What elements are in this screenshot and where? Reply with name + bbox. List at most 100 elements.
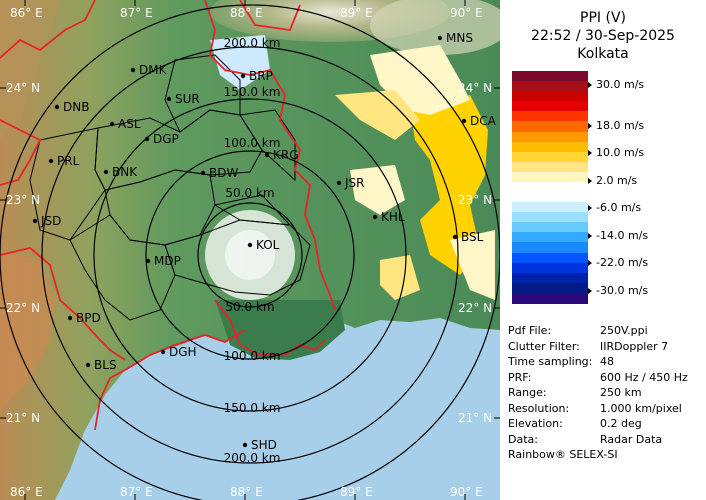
station-marker [32, 218, 38, 224]
scale-swatch [512, 71, 588, 82]
station-jsd: JSD [32, 214, 61, 228]
lon-label-bottom: 89° E [340, 485, 373, 499]
station-marker [264, 152, 270, 158]
scale-tick-marker [588, 178, 592, 184]
info-value-clutter-filter: IIRDoppler 7 [600, 339, 669, 353]
lat-label-left: 21° N [6, 411, 40, 425]
scale-swatch [512, 141, 588, 153]
station-marker [242, 442, 248, 448]
station-marker [67, 315, 73, 321]
station-dgh: DGH [160, 345, 197, 359]
state-borders [0, 0, 336, 431]
info-value-pdf-file: 250V.ppi [600, 324, 648, 337]
scale-swatch [512, 252, 588, 264]
range-label-south: 150.0 km [224, 401, 281, 415]
station-marker [200, 170, 206, 176]
sundarbans [215, 300, 345, 360]
station-marker [109, 121, 115, 127]
lon-label-bottom: 88° E [230, 485, 263, 499]
scale-swatch [512, 91, 588, 102]
station-marker [372, 214, 378, 220]
station-label: KHL [381, 210, 405, 224]
scale-label: -30.0 m/s [596, 284, 649, 297]
station-marker [452, 234, 458, 240]
range-label-south: 50.0 km [225, 300, 274, 314]
station-label: BPD [76, 311, 101, 325]
scale-tick-marker [588, 288, 592, 294]
station-dca: DCA [461, 114, 497, 128]
scale-swatch [512, 282, 588, 294]
info-key-pdf-file: Pdf File: [508, 324, 552, 337]
timestamp: 22:52 / 30-Sep-2025 [531, 28, 675, 44]
station-label: BNK [112, 165, 138, 179]
scale-label: -22.0 m/s [596, 256, 649, 269]
scale-swatch [512, 202, 588, 213]
station-krg: KRG [264, 148, 299, 162]
info-key-clutter-filter: Clutter Filter: [508, 339, 580, 353]
station-label: PRL [57, 154, 80, 168]
lat-label-right: 23° N [458, 193, 492, 207]
scale-swatch [512, 101, 588, 112]
lat-label-left: 22° N [6, 301, 40, 315]
scale-swatch [512, 111, 588, 123]
station-marker [437, 35, 443, 41]
station-marker [461, 118, 467, 124]
range-rings [0, 4, 500, 500]
station-marker [54, 104, 60, 110]
station-prl: PRL [48, 154, 80, 168]
station-sur: SUR [166, 92, 200, 106]
scale-swatch [512, 131, 588, 143]
station-label: MNS [446, 31, 473, 45]
scale-swatch [512, 232, 588, 244]
lon-label-top: 86° E [10, 6, 43, 20]
station-marker [85, 362, 91, 368]
lon-labels: 86° E 87° E 88° E 89° E 90° E 86° E 87° … [10, 6, 483, 499]
info-value-prf: 600 Hz / 450 Hz [600, 370, 688, 384]
scale-tick-marker [588, 150, 592, 156]
station-label: SUR [175, 92, 200, 106]
legend-panel: PPI (V) 22:52 / 30-Sep-2025 Kolkata 30.0… [500, 0, 706, 500]
lon-label-top: 88° E [230, 6, 263, 20]
scale-label: 18.0 m/s [596, 119, 645, 132]
info-value-data: Radar Data [600, 432, 663, 446]
info-value-range: 250 km [600, 386, 642, 399]
scale-swatch [512, 181, 588, 193]
station-label: JSR [344, 176, 365, 190]
scale-tick-marker [588, 123, 592, 129]
station-khl: KHL [372, 210, 405, 224]
district-borders [29, 54, 311, 321]
station-mns: MNS [437, 31, 473, 45]
lat-label-right: 24° N [458, 81, 492, 95]
scale-swatch [512, 81, 588, 92]
lon-label-top: 89° E [340, 6, 373, 20]
plateau [0, 250, 55, 410]
info-key-range: Range: [508, 386, 547, 399]
scale-tick-marker [588, 205, 592, 211]
station-label: DNB [63, 100, 89, 114]
info-value-time-sampling: 48 [600, 355, 614, 368]
scale-swatch [512, 272, 588, 284]
lat-label-left: 24° N [6, 81, 40, 95]
info-key-prf: PRF: [508, 370, 532, 384]
station-dnb: DNB [54, 100, 89, 114]
station-dgp: DGP [144, 132, 179, 146]
station-label: DGP [153, 132, 179, 146]
info-key-elevation: Elevation: [508, 417, 563, 430]
station-marker [48, 158, 54, 164]
station-label: BDW [209, 166, 238, 180]
scale-label: 30.0 m/s [596, 78, 645, 91]
station-marker [145, 258, 151, 264]
stations-layer: MNS DMK BRP SUR DNB ASL DGP DCA KRG PRL BNK BDW JSR K… [32, 31, 497, 452]
lon-label-top: 87° E [120, 6, 153, 20]
scale-swatch [512, 121, 588, 133]
range-label-south: 200.0 km [224, 451, 281, 465]
lon-label-bottom: 90° E [450, 485, 483, 499]
product-title: PPI (V) [580, 10, 626, 26]
scale-swatch [512, 161, 588, 173]
station-marker [336, 180, 342, 186]
scale-swatch [512, 192, 588, 203]
station-label: DMK [139, 63, 168, 77]
footer-credit: Rainbow® SELEX-SI [508, 448, 618, 461]
range-labels: 50.0 km 100.0 km 150.0 km 200.0 km 50.0 … [224, 36, 281, 465]
station-jsr: JSR [336, 176, 365, 190]
